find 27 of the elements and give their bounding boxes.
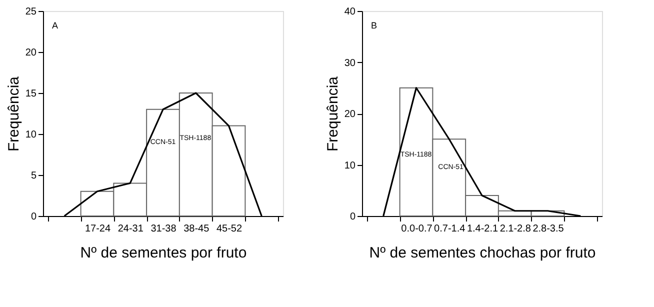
y-axis-title: Frequência xyxy=(324,76,342,152)
annotation: B xyxy=(370,20,378,30)
y-tick-label: 10 xyxy=(344,160,356,172)
x-tick-label: 24-31 xyxy=(118,224,144,234)
y-axis-title: Frequência xyxy=(5,76,22,152)
y-tick-label: 0 xyxy=(30,212,37,222)
y-tick-label: 15 xyxy=(25,88,37,100)
x-tick-label: 31-38 xyxy=(150,224,177,234)
y-tick-label: 40 xyxy=(344,6,356,18)
y-tick-label: 20 xyxy=(344,109,356,120)
x-tick-label: 38-45 xyxy=(184,224,210,234)
x-tick-label: 17-24 xyxy=(84,224,111,234)
annotation: A xyxy=(52,20,58,30)
x-tick-label: 0.0-0.7 xyxy=(401,224,433,234)
x-tick-label: 45-52 xyxy=(216,224,242,234)
x-tick-label: 1.4-2.1 xyxy=(466,224,498,234)
x-axis-title: Nº de sementes por fruto xyxy=(80,244,247,262)
x-axis-title: Nº de sementes chochas por fruto xyxy=(369,244,596,262)
y-tick-label: 30 xyxy=(344,58,356,69)
y-tick-label: 25 xyxy=(25,6,37,18)
y-tick-label: 20 xyxy=(25,48,37,58)
y-tick-label: 0 xyxy=(350,212,356,222)
x-tick-label: 0.7-1.4 xyxy=(434,224,466,234)
y-tick-label: 10 xyxy=(25,130,37,140)
x-tick-label: 2.8-3.5 xyxy=(532,224,564,234)
y-tick-label: 5 xyxy=(30,170,37,182)
x-tick-label: 2.1-2.8 xyxy=(500,224,532,234)
